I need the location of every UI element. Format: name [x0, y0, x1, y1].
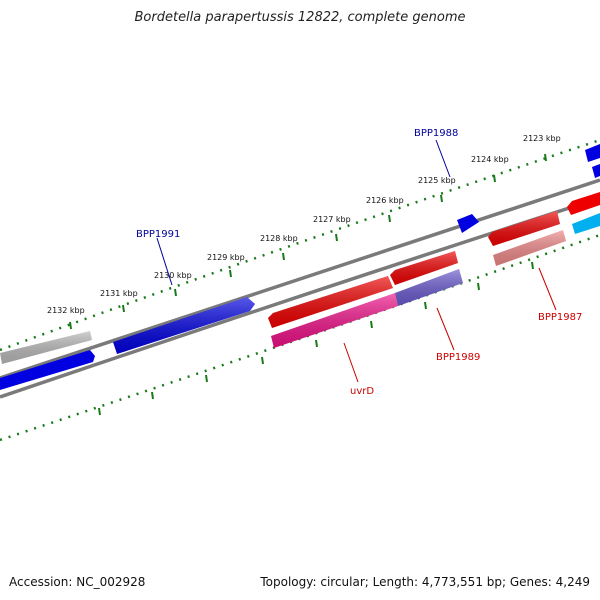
gene-red-long-shade [268, 276, 393, 328]
tick-label: 2125 kbp [418, 176, 456, 185]
gene-labels: BPP1991 BPP1988 BPP1989 BPP1987 uvrD [136, 128, 582, 397]
tick-label: 2130 kbp [154, 271, 192, 280]
uvrd-leader [343, 342, 359, 383]
gene-red-mid-shade [390, 251, 458, 285]
tick-label: 2129 kbp [207, 253, 245, 262]
inner-major-ticks [98, 261, 534, 416]
gene-label-bpp1989: BPP1989 [436, 352, 480, 363]
gene-grey-shade [0, 331, 92, 364]
outer-tick-ring [0, 138, 600, 352]
bpp1988-leader [435, 139, 451, 178]
gene-blue-small[interactable] [457, 214, 479, 233]
genome-summary-text: Topology: circular; Length: 4,773,551 bp… [260, 575, 590, 589]
bpp1987-leader [538, 267, 557, 311]
gene-label-uvrd: uvrD [350, 386, 374, 397]
bpp1989-leader [436, 307, 455, 351]
gene-label-bpp1987: BPP1987 [538, 312, 582, 323]
gene-uvrd-shade [271, 293, 398, 348]
accession-text: Accession: NC_002928 [9, 575, 146, 589]
gene-bpp1987-shade [493, 230, 566, 266]
gene-label-bpp1991: BPP1991 [136, 229, 180, 240]
gene-red-far-right[interactable] [567, 192, 600, 215]
gene-label-bpp1988: BPP1988 [414, 128, 458, 139]
tick-label: 2123 kbp [523, 134, 561, 143]
gene-bpp1991-shade [113, 297, 255, 354]
tick-label: 2132 kbp [47, 306, 85, 315]
gene-blue-right-top[interactable] [585, 144, 600, 162]
map-title: Bordetella parapertussis 12822, complete… [134, 10, 466, 25]
tick-label: 2128 kbp [260, 234, 298, 243]
bpp1991-leader [156, 237, 173, 286]
tick-label: 2131 kbp [100, 289, 138, 298]
gene-blue-left[interactable] [0, 350, 95, 390]
tick-label: 2126 kbp [366, 196, 404, 205]
tick-label: 2127 kbp [313, 215, 351, 224]
gene-cyan[interactable] [572, 213, 600, 234]
backbone-line [0, 178, 600, 380]
gene-bpp1989-shade [395, 269, 463, 306]
label-leaders [156, 139, 557, 383]
gene-blue-right-bottom[interactable] [592, 164, 600, 178]
outer-major-ticks [69, 153, 547, 330]
tick-labels: 2132 kbp 2131 kbp 2130 kbp 2129 kbp 2128… [47, 134, 561, 315]
tick-label: 2124 kbp [471, 155, 509, 164]
gene-red-right-shade [488, 211, 560, 246]
